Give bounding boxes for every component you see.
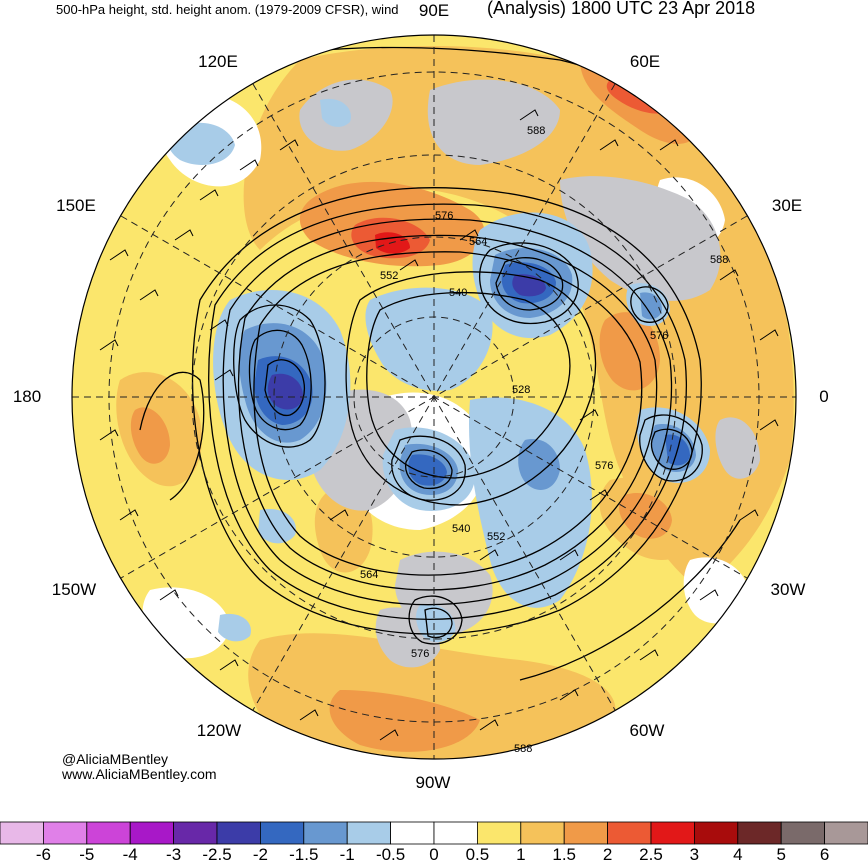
colorbar-tick-label: -3 (166, 845, 182, 864)
colorbar-tick-label: -5 (79, 845, 95, 864)
contour-label: 564 (360, 569, 378, 581)
colorbar-swatch (433, 821, 478, 845)
lon-label-60e: 60E (629, 52, 661, 71)
colorbar-swatch (303, 821, 348, 845)
lon-label-30e: 30E (771, 196, 803, 215)
lon-label-150e: 150E (56, 196, 96, 215)
colorbar-swatch (346, 821, 392, 845)
contour-label: 588 (710, 254, 728, 266)
colorbar-tick-label: -2.5 (202, 845, 232, 864)
colorbar (0, 821, 868, 845)
colorbar-swatch (737, 821, 782, 845)
colorbar-tick-label: 1 (516, 845, 526, 864)
colorbar-swatch (173, 821, 218, 845)
meridians (72, 35, 796, 759)
colorbar-swatch (520, 821, 565, 845)
colorbar-tick-label: -1.5 (289, 845, 319, 864)
credit-twitter: @AliciaMBentley (62, 751, 169, 767)
contour-label: 564 (469, 236, 487, 248)
contour-label: 528 (512, 384, 530, 396)
colorbar-swatch (476, 821, 522, 845)
map-border (71, 34, 797, 760)
colorbar-tick-label: -0.5 (375, 845, 406, 864)
colorbar-tick-label: 2.5 (639, 845, 663, 864)
colorbar-swatch (259, 821, 305, 845)
colorbar-tick-label: 2 (602, 845, 613, 864)
contour-label: 588 (527, 125, 545, 137)
contour-label: 552 (380, 270, 398, 282)
colorbar-tick-label: -6 (35, 845, 51, 864)
contour-label: 576 (595, 460, 613, 472)
lon-label-60w: 60W (629, 721, 665, 740)
colorbar-tick-label: 6 (819, 845, 830, 864)
chart-title-left: 500-hPa height, std. height anom. (1979-… (56, 2, 399, 17)
contour-label: 576 (435, 210, 453, 222)
wind-barbs (99, 109, 779, 741)
colorbar-swatch (216, 821, 261, 845)
lon-label-150w: 150W (51, 580, 97, 599)
colorbar-swatch (607, 821, 652, 845)
lon-label-90w: 90W (415, 773, 451, 792)
chart-title-right: (Analysis) 1800 UTC 23 Apr 2018 (487, 0, 756, 18)
contour-label: 552 (487, 531, 505, 543)
colorbar-swatch (43, 821, 88, 845)
colorbar-swatch (563, 821, 609, 845)
lon-label-30w: 30W (770, 580, 806, 599)
lon-label-180: 180 (12, 387, 42, 406)
contour-label: 576 (411, 648, 429, 660)
colorbar-tick-label: 3 (689, 845, 700, 864)
map-disc (72, 35, 796, 759)
lon-label-120e: 120E (198, 52, 238, 71)
colorbar-tick-label: 0.5 (465, 845, 490, 864)
lon-label-120w: 120W (196, 721, 242, 740)
credit-website: www.AliciaMBentley.com (62, 766, 217, 782)
lon-label-90e: 90E (418, 1, 450, 20)
colorbar-swatch (0, 821, 44, 845)
colorbar-swatch (694, 821, 739, 845)
colorbar-swatch (129, 821, 174, 845)
colorbar-swatch (650, 821, 695, 845)
colorbar-tick-label: 4 (733, 845, 743, 864)
colorbar-swatch (390, 821, 435, 845)
contour-label: 576 (650, 330, 668, 342)
lon-label-0: 0 (819, 387, 829, 406)
colorbar-tick-label: 1.5 (552, 845, 577, 864)
colorbar-tick-label: -1 (339, 845, 355, 864)
contour-label: 540 (449, 287, 467, 299)
contour-label: 588 (514, 743, 532, 755)
contour-label: 540 (452, 523, 470, 535)
colorbar-tick-label: -4 (122, 845, 138, 864)
colorbar-tick-label: -2 (252, 845, 268, 864)
colorbar-swatch (86, 821, 131, 845)
colorbar-swatch (780, 821, 826, 845)
colorbar-tick-label: 5 (776, 845, 786, 864)
colorbar-swatch (824, 821, 868, 845)
colorbar-tick-label: 0 (429, 845, 439, 864)
contour-label-group: 588 576 564 552 540 528 576 588 576 540 … (360, 125, 728, 755)
